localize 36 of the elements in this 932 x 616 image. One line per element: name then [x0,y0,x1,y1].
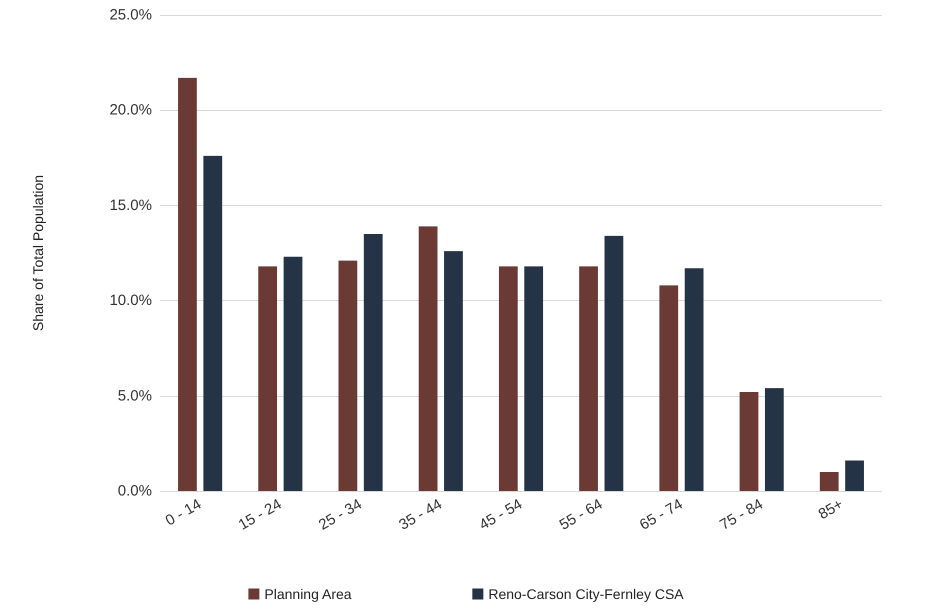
y-tick-label: 15.0% [109,196,152,214]
x-tick-label: 75 - 84 [717,496,766,534]
bar [203,156,222,491]
bar [258,266,278,491]
x-tick-label: 55 - 64 [556,496,606,534]
x-tick-label: 0 - 14 [162,496,204,530]
bar [684,268,704,491]
legend-label: Planning Area [264,586,352,602]
x-tick-label: 25 - 34 [316,496,365,534]
y-tick-label: 0.0% [118,482,152,500]
bar [284,256,302,491]
x-tick-label: 35 - 44 [396,496,446,534]
y-tick-label: 10.0% [109,292,152,310]
bar [740,392,758,491]
legend-label: Reno-Carson City-Fernley CSA [488,586,684,602]
bar [444,251,463,491]
bar [364,234,383,491]
y-tick-label: 25.0% [109,6,152,24]
x-tick-label: 45 - 54 [476,496,526,534]
bar [659,285,678,491]
x-tick-label: 65 - 74 [636,496,686,534]
bar [178,78,197,491]
bar [498,266,518,491]
bar [845,460,864,491]
x-tick-label: 85+ [816,496,846,524]
y-tick-label: 20.0% [109,102,152,119]
y-tick-label: 5.0% [118,387,152,404]
y-axis-title: Share of Total Population [30,174,46,332]
bar [579,266,598,491]
x-tick-label: 15 - 24 [236,496,285,534]
bar [338,260,358,491]
bar [604,236,624,491]
bar [418,226,438,491]
bar [820,472,839,491]
bar [524,266,544,491]
bar [764,388,784,491]
